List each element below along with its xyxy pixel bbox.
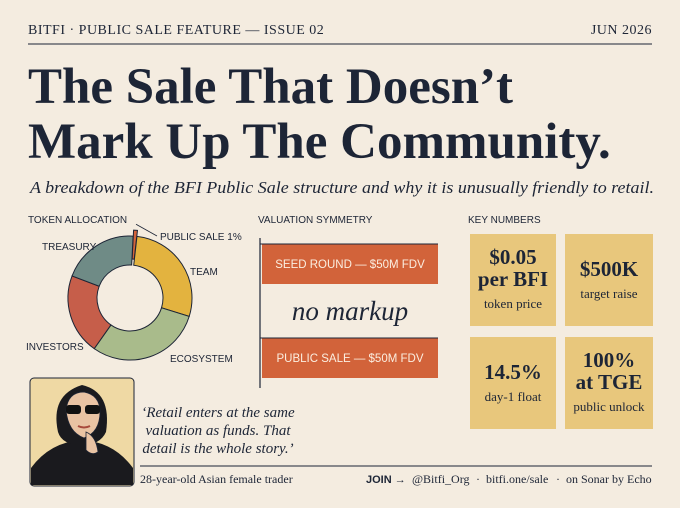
- donut-label: TEAM: [190, 267, 218, 278]
- donut-label: ECOSYSTEM: [170, 354, 233, 365]
- caption: 28-year-old Asian female trader: [140, 472, 293, 486]
- key-value: $0.05: [489, 245, 536, 269]
- seed-label: SEED ROUND — $50M FDV: [275, 259, 425, 271]
- key-value: 14.5%: [484, 360, 542, 384]
- portrait-body: [31, 440, 133, 485]
- footer-link[interactable]: bitfi.one/sale: [486, 472, 548, 486]
- header-right: JUN 2026: [591, 23, 652, 38]
- seed-box: [262, 244, 438, 284]
- portrait-glasses: [85, 405, 100, 414]
- key-card: [565, 337, 653, 429]
- quote-line: detail is the whole story.’: [142, 441, 293, 457]
- key-value: per BFI: [478, 267, 548, 291]
- key-value: $500K: [580, 257, 639, 281]
- footer-separator: ·: [476, 472, 480, 486]
- key-caption: day-1 float: [485, 389, 542, 404]
- no-markup: no markup: [292, 296, 408, 326]
- subtitle: A breakdown of the BFI Public Sale struc…: [29, 178, 654, 197]
- footer-separator: ·: [556, 472, 560, 486]
- portrait-hand: [85, 431, 99, 454]
- quote-line: valuation as funds. That: [145, 423, 291, 439]
- section-heading: VALUATION SYMMETRY: [258, 215, 373, 226]
- key-caption: public unlock: [573, 399, 645, 414]
- portrait-glasses: [66, 405, 81, 414]
- key-caption: target raise: [580, 286, 637, 301]
- key-card: [470, 234, 556, 326]
- key-caption: token price: [484, 296, 542, 311]
- portrait-lips: [77, 425, 91, 429]
- portrait-face: [65, 391, 101, 439]
- donut-segment: [93, 307, 190, 361]
- footer-handle[interactable]: @Bitfi_Org: [412, 472, 470, 486]
- donut-chart: PUBLIC SALE 1% TEAM ECOSYSTEM INVESTORS TREA…: [26, 223, 242, 365]
- footer-credit: on Sonar by Echo: [566, 472, 652, 486]
- public-box: [262, 338, 438, 378]
- portrait: [29, 377, 135, 487]
- section-heading: KEY NUMBERS: [468, 215, 541, 226]
- key-value: at TGE: [576, 370, 643, 394]
- key-card: [565, 234, 653, 326]
- public-label: PUBLIC SALE — $50M FDV: [277, 353, 424, 365]
- title-line: The Sale That Doesn’t: [28, 59, 513, 115]
- donut-label: PUBLIC SALE 1%: [160, 232, 242, 243]
- donut-segment: [71, 235, 134, 287]
- title-line: Mark Up The Community.: [28, 114, 611, 170]
- leader-line: [135, 223, 158, 237]
- header-left: BITFI · PUBLIC SALE FEATURE — ISSUE 02: [28, 23, 324, 38]
- donut-label: INVESTORS: [26, 342, 84, 353]
- quote-line: ‘Retail enters at the same: [141, 405, 295, 421]
- section-heading: TOKEN ALLOCATION: [28, 215, 127, 226]
- donut-label: TREASURY: [42, 242, 97, 253]
- key-card: [470, 337, 556, 429]
- key-value: 100%: [583, 348, 636, 372]
- footer-join: JOIN →: [366, 474, 406, 486]
